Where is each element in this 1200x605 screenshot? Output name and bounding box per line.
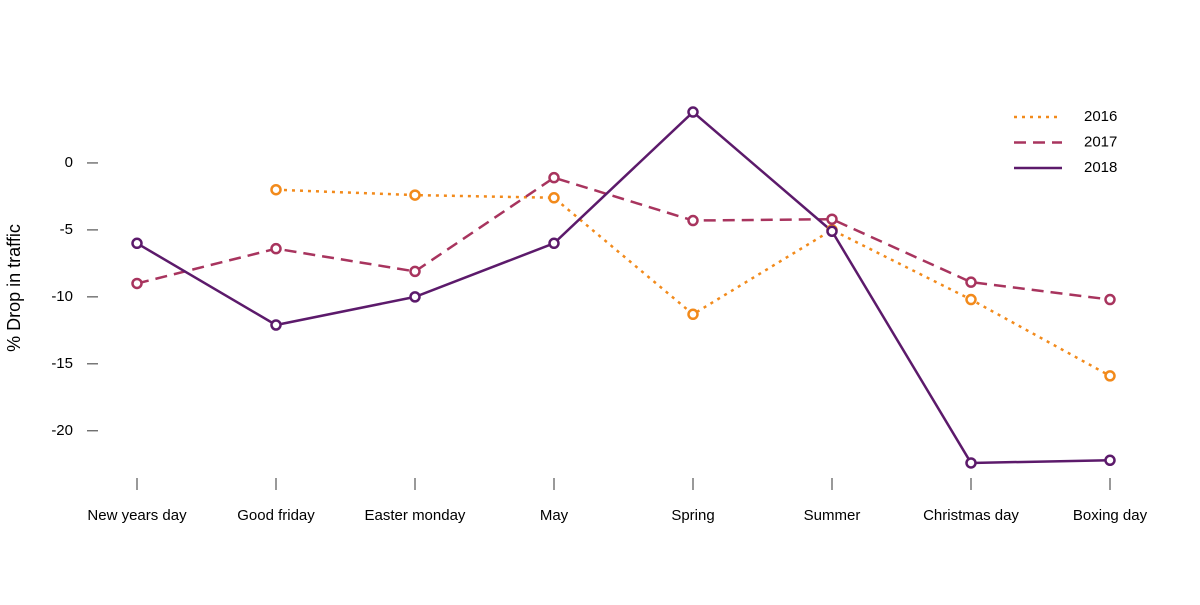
data-point	[548, 171, 560, 184]
data-point	[270, 319, 282, 331]
x-tick-label: Boxing day	[1073, 507, 1148, 524]
data-point	[270, 183, 282, 196]
x-tick-label: Summer	[804, 507, 861, 524]
x-tick-label: Easter monday	[365, 507, 466, 524]
data-point	[1104, 454, 1116, 467]
x-tick-label: Christmas day	[923, 507, 1019, 524]
data-point	[687, 214, 699, 227]
data-point	[548, 192, 560, 204]
data-point	[965, 276, 977, 288]
legend-label: 2016	[1084, 108, 1117, 125]
y-tick-label: -5	[60, 221, 73, 238]
y-axis-label: % Drop in traffic	[4, 224, 24, 352]
data-point	[131, 237, 143, 250]
data-point	[131, 277, 143, 290]
data-point	[687, 308, 699, 321]
data-point	[270, 242, 282, 255]
series-line	[136, 176, 1111, 301]
data-point	[1104, 370, 1116, 382]
x-tick-label: Spring	[671, 507, 714, 524]
data-point	[1104, 293, 1116, 306]
legend-label: 2018	[1084, 159, 1117, 176]
x-tick-label: Good friday	[237, 507, 315, 524]
data-point	[409, 265, 421, 278]
x-tick-label: New years day	[87, 507, 187, 524]
data-point	[687, 106, 699, 118]
data-point	[409, 189, 421, 201]
y-tick-label: -20	[51, 422, 73, 439]
data-point	[965, 457, 977, 469]
data-point	[826, 213, 838, 225]
y-tick-label: -10	[51, 288, 73, 305]
legend-label: 2017	[1084, 133, 1117, 150]
data-point	[548, 237, 560, 250]
y-tick-label: 0	[65, 154, 73, 171]
data-point	[409, 291, 421, 303]
y-tick-label: -15	[51, 355, 73, 372]
series-line	[136, 110, 1111, 465]
data-point	[965, 293, 977, 306]
x-tick-label: May	[540, 507, 569, 524]
data-point	[826, 225, 838, 238]
